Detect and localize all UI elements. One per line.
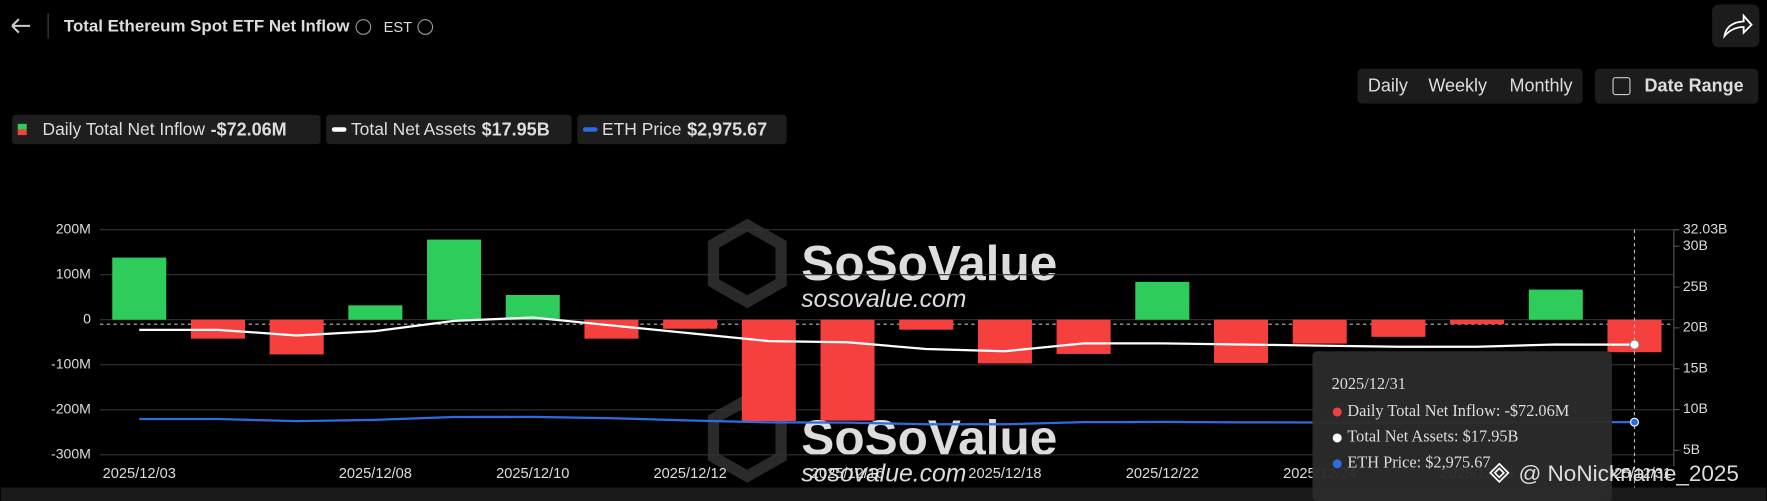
hover-dot — [1629, 339, 1640, 350]
period-button[interactable]: Monthly — [1509, 75, 1572, 95]
series-line — [139, 316, 1635, 353]
y-tick-label: 200M — [56, 220, 91, 236]
bar — [1528, 289, 1583, 320]
credit-logo — [1489, 462, 1510, 484]
bar — [741, 319, 796, 422]
y2-tick-label: 32.03B — [1683, 220, 1728, 236]
period-button[interactable]: Weekly — [1428, 75, 1487, 95]
share-icon — [1723, 13, 1753, 40]
x-tick-label: 2025/12/16 — [811, 466, 884, 482]
hover-dot — [1629, 417, 1639, 427]
legend-value: -$72.06M — [211, 119, 287, 139]
calendar-icon — [1612, 77, 1631, 96]
legend-swatch — [17, 123, 27, 130]
watermark-brand: SoSoValue — [801, 236, 1057, 291]
tooltip: 2025/12/31 Daily Total Net Inflow: -$72.0… — [1312, 351, 1612, 501]
x-tick-label: 2025/12/12 — [654, 466, 727, 482]
tooltip-date: 2025/12/31 — [1332, 374, 1406, 393]
y-tick-label: 0 — [83, 310, 91, 326]
x-tick-label: 2025/12/18 — [968, 466, 1041, 482]
tooltip-box — [1312, 351, 1612, 501]
legend-chip — [577, 114, 787, 145]
y2-tick-label: 25B — [1683, 278, 1708, 294]
y2-tick-label: 30B — [1683, 237, 1708, 253]
credit: @ NoNickname_2025 — [1518, 461, 1738, 486]
bar — [1135, 281, 1190, 320]
x-tick-label: 2025/12/08 — [339, 466, 412, 482]
tooltip-row: Daily Total Net Inflow: -$72.06M — [1347, 401, 1569, 420]
bar — [1213, 319, 1269, 363]
page-title: Total Ethereum Spot ETF Net Inflow — [64, 16, 350, 35]
bar — [820, 319, 875, 421]
bar — [1371, 319, 1426, 337]
legend-value: $17.95B — [482, 119, 550, 139]
period-button[interactable]: Daily — [1368, 75, 1408, 95]
bar — [348, 305, 403, 320]
legend-chip — [12, 114, 321, 145]
tooltip-row: Total Net Assets: $17.95B — [1347, 427, 1518, 446]
timezone: EST — [384, 20, 413, 36]
watermark-site: sosovalue.com — [801, 286, 966, 313]
y2-tick-label: 10B — [1683, 400, 1708, 416]
y2-tick-label: 5B — [1683, 441, 1700, 457]
info-icon[interactable] — [417, 19, 434, 35]
bar — [899, 319, 954, 330]
x-tick-label: 2025/12/22 — [1126, 466, 1199, 482]
bar — [1292, 319, 1347, 344]
bar — [112, 257, 167, 320]
tooltip-swatch — [1332, 433, 1342, 443]
bar — [269, 319, 324, 355]
tooltip-swatch — [1332, 459, 1342, 469]
legend-swatch — [331, 127, 347, 132]
legend-name: Daily Total Net Inflow — [42, 119, 205, 139]
back-button[interactable] — [11, 18, 31, 34]
legend-swatch — [582, 127, 598, 132]
x-tick-label: 2025/12/03 — [103, 466, 176, 482]
x-tick-label: 2025/12/10 — [496, 466, 569, 482]
bar — [1056, 319, 1111, 354]
bar — [663, 319, 718, 329]
legend-value: $2,975.67 — [687, 119, 767, 139]
y-tick-label: -200M — [51, 401, 91, 417]
legend-name: ETH Price — [602, 119, 681, 139]
y-tick-label: -300M — [51, 446, 91, 462]
tooltip-swatch — [1332, 407, 1342, 417]
y-tick-label: 100M — [56, 265, 91, 281]
watermark-site: sosovalue.com — [801, 461, 966, 488]
bar — [1450, 319, 1505, 325]
y2-tick-label: 15B — [1683, 359, 1708, 375]
bar — [427, 239, 482, 320]
legend: Daily Total Net Inflow -$72.06M Total Net … — [12, 114, 787, 145]
tooltip-row: ETH Price: $2,975.67 — [1347, 453, 1490, 472]
legend-name: Total Net Assets — [351, 119, 476, 139]
period-toggle — [1357, 68, 1583, 104]
watermark-logo — [707, 218, 787, 309]
bar — [977, 319, 1032, 364]
legend-swatch — [17, 129, 27, 136]
date-range-label: Date Range — [1645, 75, 1744, 95]
info-icon[interactable] — [355, 19, 372, 35]
legend-chip — [326, 114, 572, 145]
y2-tick-label: 20B — [1683, 319, 1708, 335]
date-range-button[interactable] — [1595, 68, 1759, 104]
share-button[interactable] — [1712, 4, 1760, 48]
bar — [505, 294, 560, 320]
y-tick-label: -100M — [51, 355, 91, 371]
